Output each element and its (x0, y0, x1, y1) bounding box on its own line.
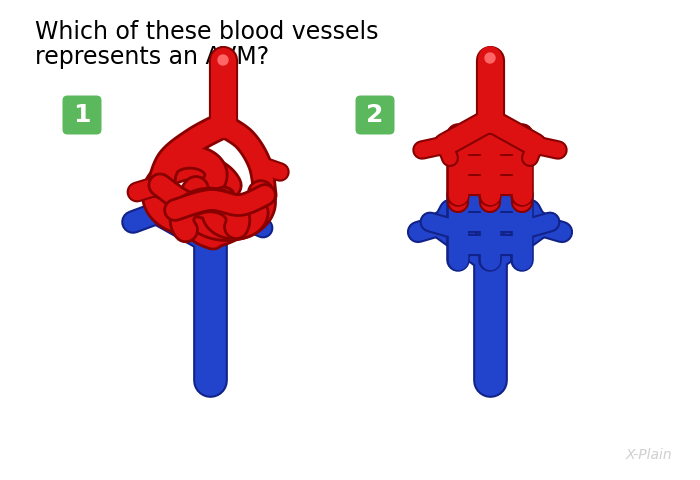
FancyBboxPatch shape (356, 96, 395, 134)
Text: 2: 2 (366, 103, 384, 127)
Text: Which of these blood vessels: Which of these blood vessels (35, 20, 379, 44)
Circle shape (218, 55, 228, 65)
Text: X-Plain: X-Plain (625, 448, 672, 462)
Circle shape (479, 47, 501, 69)
Circle shape (485, 53, 495, 63)
Text: 1: 1 (74, 103, 91, 127)
Circle shape (212, 49, 234, 71)
FancyBboxPatch shape (62, 96, 102, 134)
Text: represents an AVM?: represents an AVM? (35, 45, 269, 69)
